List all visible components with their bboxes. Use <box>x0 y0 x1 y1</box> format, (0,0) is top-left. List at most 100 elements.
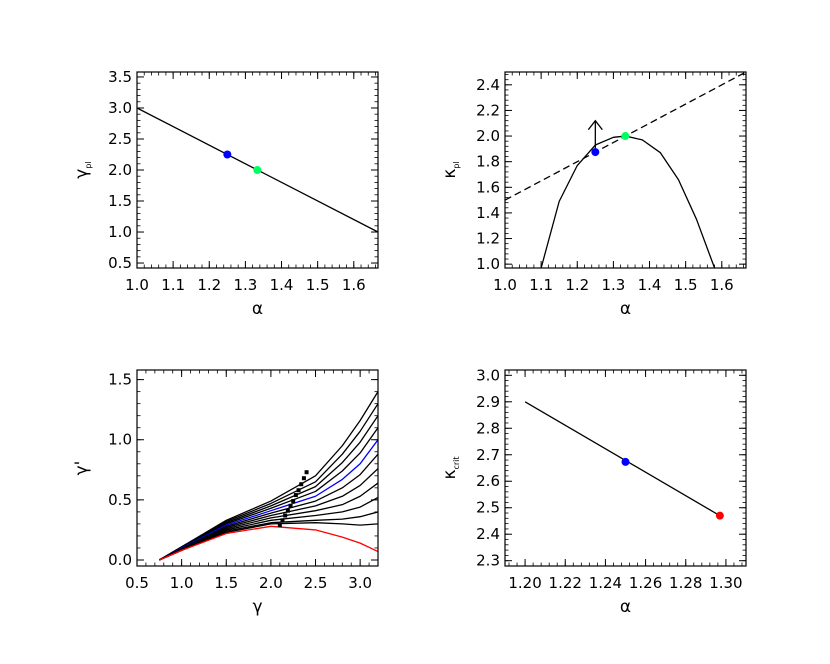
x-tick-label: 1.1 <box>529 276 553 294</box>
chart-panel-4: 1.20 1.22 1.24 1.26 1.28 1.30 2.3 2.4 2.5 2.6 2.7 2… <box>440 366 747 617</box>
y-tick-label: 2.5 <box>476 499 500 517</box>
plot-frame <box>504 369 747 567</box>
x-tick-label: 1.0 <box>125 276 149 294</box>
data-point-2 <box>621 132 630 141</box>
data-point-2 <box>280 518 285 523</box>
series-line-5 <box>159 439 378 561</box>
x-tick-label: 1.4 <box>270 276 294 294</box>
data-point-1 <box>223 150 232 159</box>
y-tick-label: 2.2 <box>476 101 500 119</box>
x-tick-label: 1.30 <box>709 574 742 592</box>
y-tick-label: 2.6 <box>476 472 500 490</box>
y-tick-label: 0.5 <box>108 254 132 272</box>
y-tick-label: 1.5 <box>108 192 132 210</box>
y-tick-label: 2.0 <box>476 127 500 145</box>
x-tick-label: 1.3 <box>233 276 257 294</box>
x-tick-label: 1.24 <box>589 574 622 592</box>
x-tick-label: 1.5 <box>306 276 330 294</box>
x-tick-label: 1.0 <box>493 276 517 294</box>
series-line-1 <box>524 401 721 517</box>
x-tick-label: 1.5 <box>214 574 238 592</box>
y-tick-label: 3.5 <box>108 68 132 86</box>
x-tick-label: 1.2 <box>565 276 589 294</box>
x-axis-label: α <box>252 299 263 319</box>
y-axis-label-main: γ <box>72 169 92 179</box>
chart-panel-1: 1.0 1.1 1.2 1.3 1.4 1.5 1.6 0.5 1.0 1.5 2.0 2.5 3.0 3… <box>72 68 379 319</box>
y-tick-label: 2.4 <box>476 76 500 94</box>
x-tick-label: 1.6 <box>710 276 734 294</box>
x-axis-label: α <box>620 597 631 617</box>
x-tick-label: 0.5 <box>125 574 149 592</box>
data-point-1 <box>277 523 282 528</box>
y-axis-label-subscript: crit <box>452 456 461 469</box>
y-tick-label: 1.5 <box>108 371 132 389</box>
y-tick-label: 1.8 <box>476 153 500 171</box>
x-tick-label: 1.26 <box>629 574 662 592</box>
y-axis-label: κpl <box>440 161 461 178</box>
data-point-10 <box>301 476 306 481</box>
y-tick-label: 1.0 <box>108 431 132 449</box>
x-tick-label: 1.2 <box>197 276 221 294</box>
series-line-2 <box>540 135 716 268</box>
x-tick-label: 1.4 <box>638 276 662 294</box>
x-tick-label: 1.22 <box>549 574 582 592</box>
series-line-1 <box>158 391 378 561</box>
series-line-12 <box>159 525 378 561</box>
x-tick-label: 1.6 <box>342 276 366 294</box>
y-tick-label: 1.4 <box>476 204 500 222</box>
x-tick-label: 2.5 <box>304 574 328 592</box>
x-tick-label: 1.1 <box>161 276 185 294</box>
x-axis-label: γ <box>252 597 262 617</box>
y-tick-label: 1.0 <box>108 223 132 241</box>
y-axis-label: κcrit <box>440 456 461 479</box>
y-tick-label: 2.5 <box>108 130 132 148</box>
y-tick-label: 0.5 <box>108 491 132 509</box>
y-axis-label-subscript: pl <box>452 161 461 168</box>
x-tick-label: 3.0 <box>348 574 372 592</box>
y-tick-label: 2.3 <box>476 552 500 570</box>
plot-frame <box>136 369 379 567</box>
chart-panel-2: 1.0 1.1 1.2 1.3 1.4 1.5 1.6 1.0 1.2 1.4 1.6 1.8 2.0 2… <box>440 71 747 319</box>
y-tick-label: 1.0 <box>476 255 500 273</box>
plot-frame <box>504 71 747 269</box>
y-tick-label: 1.2 <box>476 230 500 248</box>
y-tick-label: 2.4 <box>476 525 500 543</box>
y-tick-label: 3.0 <box>476 366 500 384</box>
y-tick-label: 2.7 <box>476 446 500 464</box>
y-axis-label: γ' <box>72 461 92 476</box>
y-axis-label-subscript: pl <box>84 161 93 168</box>
y-axis-label: γpl <box>72 161 93 178</box>
x-tick-label: 1.28 <box>669 574 702 592</box>
series-line-2 <box>158 403 378 561</box>
y-tick-label: 2.9 <box>476 393 500 411</box>
y-axis-label-main: κ <box>440 470 460 480</box>
data-point-9 <box>299 482 304 487</box>
y-tick-label: 3.0 <box>108 99 132 117</box>
x-tick-label: 1.20 <box>508 574 541 592</box>
x-axis-label: α <box>620 299 631 319</box>
y-tick-label: 2.8 <box>476 419 500 437</box>
data-point-1 <box>621 457 630 466</box>
data-point-11 <box>304 470 309 475</box>
y-tick-label: 2.0 <box>108 161 132 179</box>
arrow-head-1 <box>587 119 603 131</box>
data-point-7 <box>293 493 298 498</box>
data-point-2 <box>253 166 262 174</box>
data-point-6 <box>291 499 296 504</box>
data-point-2 <box>715 511 724 520</box>
data-point-1 <box>591 148 600 157</box>
x-tick-label: 1.0 <box>170 574 194 592</box>
x-tick-label: 2.0 <box>259 574 283 592</box>
chart-panel-3: 0.5 1.0 1.5 2.0 2.5 3.0 0.0 0.5 1.0 1.5 γ γ' <box>72 369 379 617</box>
y-axis-label-main: γ' <box>72 461 92 476</box>
data-point-3 <box>283 513 288 518</box>
x-tick-label: 1.3 <box>601 276 625 294</box>
data-point-8 <box>296 488 301 493</box>
data-point-5 <box>288 503 293 508</box>
x-tick-label: 1.5 <box>674 276 698 294</box>
y-tick-label: 1.6 <box>476 178 500 196</box>
y-axis-label-main: κ <box>440 169 460 179</box>
data-point-4 <box>285 508 290 513</box>
y-tick-label: 0.0 <box>108 551 132 569</box>
